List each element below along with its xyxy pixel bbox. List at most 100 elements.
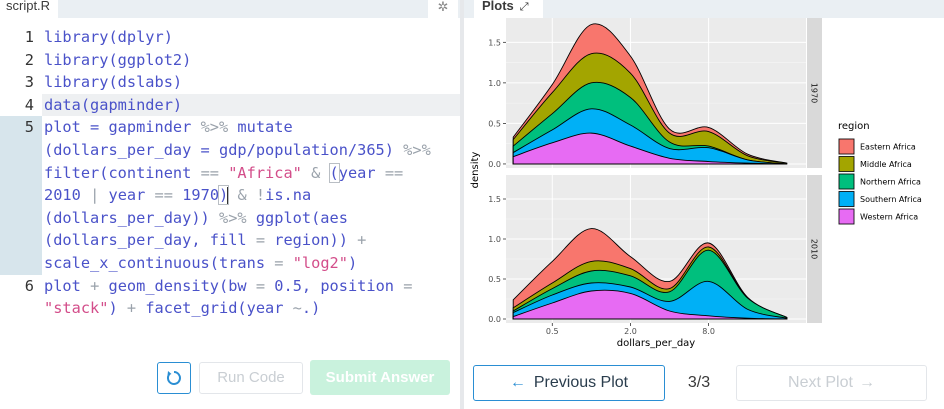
code-line[interactable]: 3 library(dslabs) (0, 71, 460, 94)
code-token: filter(continent (44, 163, 201, 182)
code-row: data(gapminder) (42, 93, 460, 117)
code-token: year (338, 163, 385, 182)
line-number: 3 (24, 73, 34, 92)
arrow-right-icon: → (858, 374, 875, 391)
code-token: library(dplyr) (44, 28, 173, 46)
legend-key (838, 138, 855, 155)
line-number: 1 (24, 28, 34, 46)
code-row: (dollars_per_day = gdp/population/365) %… (42, 139, 460, 162)
plot-page-counter: 3/3 (687, 374, 711, 391)
legend-key (838, 191, 855, 207)
legend-label: Southern Africa (860, 195, 922, 204)
code-token: region)) (265, 231, 358, 250)
code-token (302, 164, 311, 182)
code-token: plot (44, 276, 91, 295)
y-tick-label: 0.5 (488, 119, 501, 128)
previous-plot-button[interactable]: ← Previous Plot (473, 365, 665, 401)
y-tick-label: 0.5 (488, 275, 501, 284)
plots-tab[interactable]: Plots ⤢ (474, 0, 543, 18)
code-token: ( (328, 162, 340, 183)
code-row: library(dplyr) (42, 26, 460, 49)
code-line[interactable]: 4 data(gapminder) (0, 93, 460, 117)
code-token (283, 254, 292, 272)
density-area-western-africa-2010 (512, 289, 787, 320)
code-row: scale_x_continuous(trans = "log2") (42, 252, 460, 275)
facet-label: 2010 (810, 239, 819, 259)
code-token: & (237, 186, 247, 205)
code-line[interactable]: 2 library(ggplot2) (0, 49, 460, 72)
line-number: 6 (24, 276, 34, 295)
code-token: == (154, 186, 173, 205)
code-token: ) (218, 185, 230, 206)
code-token: & (311, 163, 321, 182)
y-tick-label: 0.0 (488, 315, 501, 324)
code-line[interactable]: 5 plot = gapminder %>% mutate (dollars_per… (0, 116, 460, 275)
previous-plot-label: Previous Plot (533, 374, 629, 391)
editor-tab-bar: script.R ✲ (0, 0, 460, 18)
code-row: filter(continent == "Africa" & (year == (42, 162, 460, 185)
code-token: is.na (265, 186, 312, 205)
code-token (247, 186, 256, 204)
script-tab[interactable]: script.R (0, 0, 59, 18)
code-token: = (255, 276, 266, 295)
code-token: 0.5 (274, 276, 302, 295)
code-token: = (255, 231, 266, 250)
x-axis-label: dollars_per_day (617, 338, 696, 349)
code-token: mutate (228, 118, 293, 137)
legend-label: Western Africa (860, 213, 918, 222)
code-token: (dollars_per_day, fill (44, 231, 256, 250)
code-token: 1970 (182, 186, 220, 205)
code-token: + (357, 231, 367, 250)
plots-tab-label: Plots (482, 0, 514, 13)
run-code-button[interactable]: Run Code (199, 362, 303, 394)
gear-icon[interactable]: ✲ (428, 0, 458, 18)
code-token: .) (301, 299, 321, 318)
panel-divider[interactable] (460, 0, 464, 409)
code-token: ) (347, 253, 358, 272)
submit-answer-button[interactable]: Submit Answer (310, 360, 450, 395)
code-token: , position (301, 276, 404, 295)
expand-icon[interactable]: ⤢ (519, 1, 529, 13)
next-plot-button[interactable]: Next Plot → (736, 365, 927, 401)
legend-label: Middle Africa (860, 160, 912, 169)
code-token: %>% (200, 118, 229, 137)
x-tick-label: 2.0 (624, 327, 637, 336)
facet-strip (807, 18, 822, 168)
code-token: library(dslabs) (44, 73, 183, 92)
code-row: 2010 | year == 1970) & !is.na (42, 184, 460, 207)
y-tick-label: 0.0 (488, 160, 501, 169)
code-token: + (126, 299, 137, 318)
code-token: "stack" (44, 299, 109, 318)
code-token (219, 164, 228, 182)
code-row: library(ggplot2) (42, 49, 460, 72)
y-tick-label: 1.0 (488, 235, 501, 244)
facet-label: 1970 (810, 83, 819, 103)
plots-panel: Plots ⤢ 0.0 0.5 1.0 1.5 1970 0.0 0.5 1.0 1.5 2010 0… (464, 0, 944, 409)
code-token (320, 164, 329, 182)
code-token: ~ (292, 299, 302, 318)
code-token: ggplot(aes (246, 208, 348, 227)
code-editor[interactable]: 1 library(dplyr) 2 library(ggplot2) 3 library… (0, 26, 460, 320)
code-line[interactable]: 6 plot + geom_density(bw = 0.5, position … (0, 275, 460, 320)
code-row: "stack") + facet_grid(year ~.) (42, 297, 460, 320)
editor-panel: script.R ✲ 1 library(dplyr) 2 library(ggplo… (0, 0, 460, 409)
line-number: 4 (24, 95, 34, 114)
facet-strip (807, 175, 822, 323)
code-line[interactable]: 1 library(dplyr) (0, 26, 460, 49)
code-token: | (90, 186, 100, 205)
reset-icon (167, 371, 181, 385)
code-token: 2010 (44, 186, 81, 205)
code-token: plot = gapminder (44, 118, 201, 137)
reset-button[interactable] (157, 362, 191, 394)
plots-tab-bar: Plots ⤢ (464, 0, 944, 18)
code-token: == (384, 163, 404, 182)
code-token: (dollars_per_day = gdp/population/365) (44, 140, 404, 159)
legend-key (838, 156, 855, 172)
y-tick-label: 1.5 (488, 195, 501, 204)
x-tick-label: 8.0 (702, 327, 715, 336)
legend-label: Eastern Africa (860, 143, 916, 152)
code-row: plot = gapminder %>% mutate (42, 116, 460, 139)
y-tick-label: 1.0 (488, 79, 501, 88)
density-plot: 0.0 0.5 1.0 1.5 1970 0.0 0.5 1.0 1.5 2010 0.5 2.0 8.… (470, 18, 922, 349)
code-token: ! (255, 186, 266, 205)
